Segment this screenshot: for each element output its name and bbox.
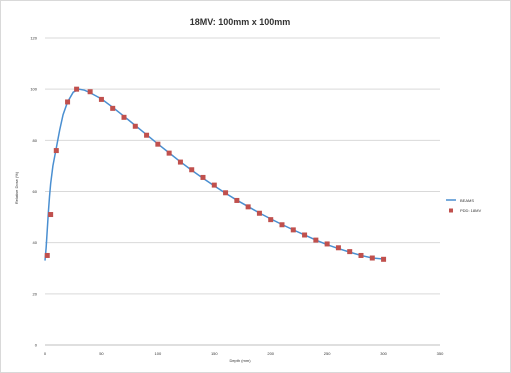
data-point [189,167,195,173]
data-point [347,249,353,255]
x-tick-label: 150 [211,351,218,356]
y-tick-label: 0 [35,343,38,348]
data-point [132,123,138,129]
x-tick-labels: 0 50 100 150 200 250 300 350 [44,351,444,356]
data-point [65,99,71,105]
chart-title: 18MV: 100mm x 100mm [190,17,291,27]
data-point [155,141,161,147]
y-tick-label: 120 [30,36,37,41]
x-tick-label: 100 [155,351,162,356]
data-point [211,182,217,188]
data-point [279,222,285,228]
y-tick-label: 20 [33,291,38,296]
x-tick-label: 250 [324,351,331,356]
data-point [335,245,341,251]
data-point [358,252,364,258]
data-point [74,86,80,92]
data-point [110,105,116,111]
legend-marker-swatch [449,208,453,213]
y-tick-label: 40 [33,240,38,245]
data-point [324,241,330,247]
data-point [98,96,104,102]
beams-line [44,88,384,261]
legend: BEAMS PDD: 18MV [446,198,481,213]
x-tick-label: 0 [44,351,47,356]
x-tick-label: 350 [437,351,444,356]
x-tick-label: 200 [267,351,274,356]
data-point [256,210,262,216]
gridlines [45,37,440,295]
data-point [234,197,240,203]
data-point [44,252,50,258]
data-point [381,256,387,262]
data-point [369,255,375,261]
x-axis-title: Depth (mm) [229,358,251,363]
pdd-markers [44,86,387,262]
data-point [313,237,319,243]
data-point [200,174,206,180]
x-tick-label: 50 [99,351,104,356]
data-point [166,150,172,156]
y-axis-title: Relative Dose (%) [14,171,19,204]
data-point [121,114,127,120]
data-point [48,212,54,218]
y-tick-label: 60 [33,189,38,194]
data-point [87,89,93,95]
y-tick-label: 80 [33,138,38,143]
legend-label-pdd: PDD: 18MV [460,208,481,213]
data-point [53,148,59,154]
data-point [268,217,274,223]
data-point [144,132,150,138]
data-point [177,159,183,165]
legend-label-beams: BEAMS [460,198,474,203]
data-point [223,190,229,196]
data-point [290,227,296,233]
data-point [302,232,308,238]
y-tick-label: 100 [30,87,37,92]
y-tick-labels: 0 20 40 60 80 100 120 [30,36,37,348]
data-point [245,204,251,210]
x-tick-label: 300 [380,351,387,356]
